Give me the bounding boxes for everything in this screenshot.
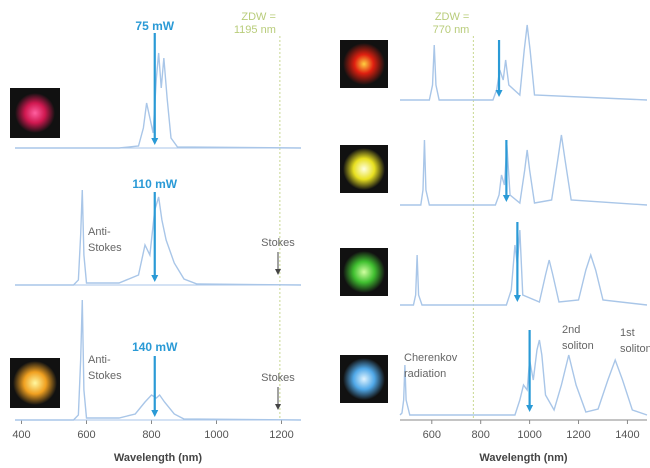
x-tick-label: 600 — [423, 429, 441, 441]
spectrum-line — [399, 339, 648, 416]
annotation: Anti- — [88, 226, 111, 238]
x-tick-label: 1000 — [204, 429, 228, 441]
zdw-label: 770 nm — [433, 24, 470, 36]
annotation: 2nd — [562, 324, 580, 336]
annotation: 1st — [620, 327, 635, 339]
zdw-label: ZDW = — [241, 11, 276, 23]
annotation: radiation — [404, 368, 446, 380]
spot-images — [10, 40, 388, 408]
spot — [343, 148, 385, 190]
spectrum-line — [400, 24, 648, 101]
pump-arrowhead — [526, 405, 534, 412]
annotation: Anti- — [88, 354, 111, 366]
annotation-arrowhead — [275, 269, 281, 275]
annotation: Stokes — [261, 237, 295, 249]
spectrum-line — [15, 189, 302, 286]
x-tick-label: 800 — [142, 429, 160, 441]
spot — [15, 93, 55, 133]
spectrum-line — [400, 229, 648, 306]
x-tick-label: 400 — [12, 429, 30, 441]
pump-arrowhead — [513, 295, 521, 302]
pump-arrowhead — [151, 275, 159, 282]
x-tick-label: 800 — [472, 429, 490, 441]
x-tick-label: 600 — [77, 429, 95, 441]
pump-arrowhead — [495, 90, 503, 97]
spectrum-line — [15, 52, 302, 149]
annotation: soliton — [620, 343, 650, 355]
power-label: 75 mW — [135, 19, 174, 33]
x-axis-label: Wavelength (nm) — [114, 452, 203, 464]
pump-arrowhead — [151, 410, 159, 417]
x-axis-label: Wavelength (nm) — [479, 452, 568, 464]
annotation: Stokes — [261, 372, 295, 384]
pump-arrowhead — [151, 138, 159, 145]
power-label: 140 mW — [132, 340, 178, 354]
spectrum-line — [15, 299, 302, 421]
annotation-arrowhead — [275, 404, 281, 410]
annotation: soliton — [562, 340, 594, 352]
spot — [343, 358, 385, 400]
annotation: Cherenkov — [404, 352, 458, 364]
power-label: 110 mW — [132, 177, 177, 191]
zdw-label: 1195 nm — [234, 24, 276, 36]
spot — [13, 361, 57, 405]
spot — [343, 251, 385, 293]
x-tick-label: 1000 — [517, 429, 541, 441]
spot — [343, 43, 385, 85]
x-tick-label: 1200 — [269, 429, 293, 441]
spectrum-line — [400, 134, 648, 206]
annotation: Stokes — [88, 242, 122, 254]
x-tick-label: 1200 — [566, 429, 590, 441]
zdw-label: ZDW = — [435, 11, 470, 23]
annotation: Stokes — [88, 370, 122, 382]
pump-arrowhead — [502, 195, 510, 202]
x-tick-label: 1400 — [615, 429, 639, 441]
